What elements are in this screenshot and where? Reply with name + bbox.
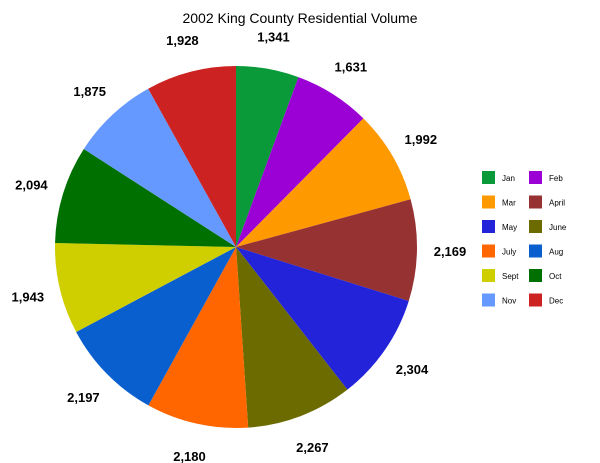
legend-swatch-oct	[529, 269, 542, 282]
data-label-may: 2,304	[396, 362, 429, 377]
data-label-oct: 2,094	[15, 177, 48, 192]
legend-label-oct: Oct	[549, 272, 562, 281]
pie-slice-mar	[236, 118, 411, 247]
legend-swatch-jan	[482, 171, 495, 184]
legend-swatch-dec	[529, 293, 542, 307]
legend-label-sept: Sept	[502, 272, 519, 281]
legend-swatch-feb	[529, 171, 542, 184]
pie-slice-aug	[76, 247, 236, 406]
data-label-feb: 1,631	[335, 59, 368, 74]
legend-swatch-april	[529, 195, 542, 209]
legend-label-nov: Nov	[502, 297, 516, 306]
pie-slice-april	[236, 199, 418, 301]
pie-slice-dec	[148, 66, 236, 247]
legend-swatch-june	[529, 220, 542, 233]
data-label-july: 2,180	[173, 449, 206, 463]
pie-slice-july	[148, 247, 249, 429]
legend-label-july: July	[502, 248, 516, 257]
data-label-aug: 2,197	[67, 390, 100, 405]
pie-slice-sept	[54, 243, 237, 332]
legend-label-june: June	[549, 223, 567, 232]
pie-slice-june	[236, 247, 348, 428]
data-label-mar: 1,992	[405, 132, 438, 147]
legend-label-jan: Jan	[502, 174, 515, 183]
data-label-june: 2,267	[296, 440, 329, 455]
legend-swatch-sept	[482, 269, 495, 282]
pie-slice-oct	[55, 149, 236, 247]
data-label-april: 2,169	[434, 244, 467, 259]
legend-swatch-aug	[529, 244, 542, 258]
data-label-jan: 1,341	[257, 29, 290, 44]
legend-label-aug: Aug	[549, 248, 563, 257]
legend: Jan Feb Mar April May June July Aug Sept Oct Nov De…	[482, 171, 567, 307]
pie-slice-may	[236, 247, 409, 390]
legend-label-may: May	[502, 223, 517, 232]
pie-slice-feb	[236, 77, 364, 247]
legend-label-mar: Mar	[502, 199, 516, 208]
data-label-sept: 1,943	[12, 290, 45, 305]
chart-title: 2002 King County Residential Volume	[182, 10, 417, 26]
legend-swatch-july	[482, 244, 495, 258]
legend-label-april: April	[549, 199, 565, 208]
data-label-nov: 1,875	[73, 84, 106, 99]
pie-slice-nov	[83, 88, 236, 247]
pie-slices	[54, 66, 418, 429]
pie-slice-jan	[236, 66, 299, 247]
legend-swatch-mar	[482, 195, 495, 209]
legend-swatch-nov	[482, 293, 495, 307]
legend-label-feb: Feb	[549, 174, 563, 183]
data-labels: 1,341 1,631 1,992 2,169 2,304 2,267 2,180 2,197…	[12, 29, 467, 463]
legend-label-dec: Dec	[549, 297, 563, 306]
data-label-dec: 1,928	[166, 33, 199, 48]
legend-swatch-may	[482, 220, 495, 233]
